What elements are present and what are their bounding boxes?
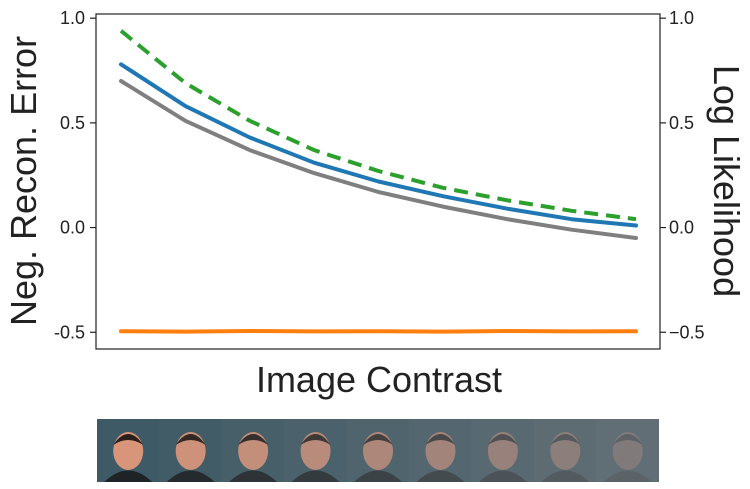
y-tick-label-left: 0.0 <box>60 218 85 238</box>
hair <box>175 434 206 445</box>
thumbnail <box>596 419 659 482</box>
series-line-3 <box>119 79 638 240</box>
y-tick-label-right: 0.0 <box>669 218 694 238</box>
y-tick-label-right: −0.5 <box>669 322 705 342</box>
y-axis-label-right: Log Likelihood <box>706 65 747 297</box>
y-tick-label-right: 1.0 <box>669 8 694 28</box>
series-group <box>119 29 638 334</box>
thumbnail-background <box>596 419 659 482</box>
plot-frame <box>95 13 661 350</box>
face <box>238 432 269 470</box>
axes: 1.0 1.0 0.5 0.5 0.0 0.0 -0.5 −0.5 <box>54 8 705 350</box>
y-axis-label-left: Neg. Recon. Error <box>3 36 44 326</box>
shoulders <box>354 470 402 482</box>
shoulders <box>104 470 153 482</box>
hair <box>238 434 269 445</box>
hair <box>487 434 518 445</box>
face <box>425 432 456 470</box>
shoulders <box>229 470 278 482</box>
hair <box>550 434 581 445</box>
hair <box>363 434 393 445</box>
thumbnail <box>159 419 222 482</box>
face <box>300 432 331 470</box>
face <box>550 432 581 470</box>
thumbnail <box>97 419 160 482</box>
thumbnail <box>534 419 597 482</box>
face <box>487 432 518 470</box>
thumbnail-background <box>471 419 535 482</box>
thumbnail-background <box>534 419 597 482</box>
y-tick-label-left: 0.5 <box>60 113 85 133</box>
y-tick-label-left: -0.5 <box>54 322 85 342</box>
contrast-image-strip <box>97 419 659 482</box>
shoulders <box>478 470 527 482</box>
y-tick-label-left: 1.0 <box>60 8 85 28</box>
thumbnail <box>221 419 285 482</box>
hair <box>425 434 456 445</box>
axis-labels: Neg. Recon. Error Log Likelihood Image C… <box>3 36 747 400</box>
thumbnail <box>346 419 410 482</box>
hair <box>113 434 144 445</box>
y-tick-label-right: 0.5 <box>669 113 694 133</box>
shoulders <box>416 470 465 482</box>
hair <box>300 434 331 445</box>
thumbnail <box>471 419 535 482</box>
series-line-2 <box>119 62 638 228</box>
shoulders <box>603 470 652 482</box>
series-line-4 <box>119 329 638 334</box>
shoulders <box>166 470 215 482</box>
face <box>175 432 206 470</box>
series-line-1 <box>119 29 637 222</box>
hair <box>612 434 643 445</box>
thumbnail <box>284 419 347 482</box>
face <box>363 432 393 470</box>
shoulders <box>541 470 590 482</box>
shoulders <box>291 470 340 482</box>
face <box>612 432 643 470</box>
thumbnail <box>409 419 472 482</box>
face <box>113 432 144 470</box>
x-axis-label: Image Contrast <box>256 359 502 400</box>
